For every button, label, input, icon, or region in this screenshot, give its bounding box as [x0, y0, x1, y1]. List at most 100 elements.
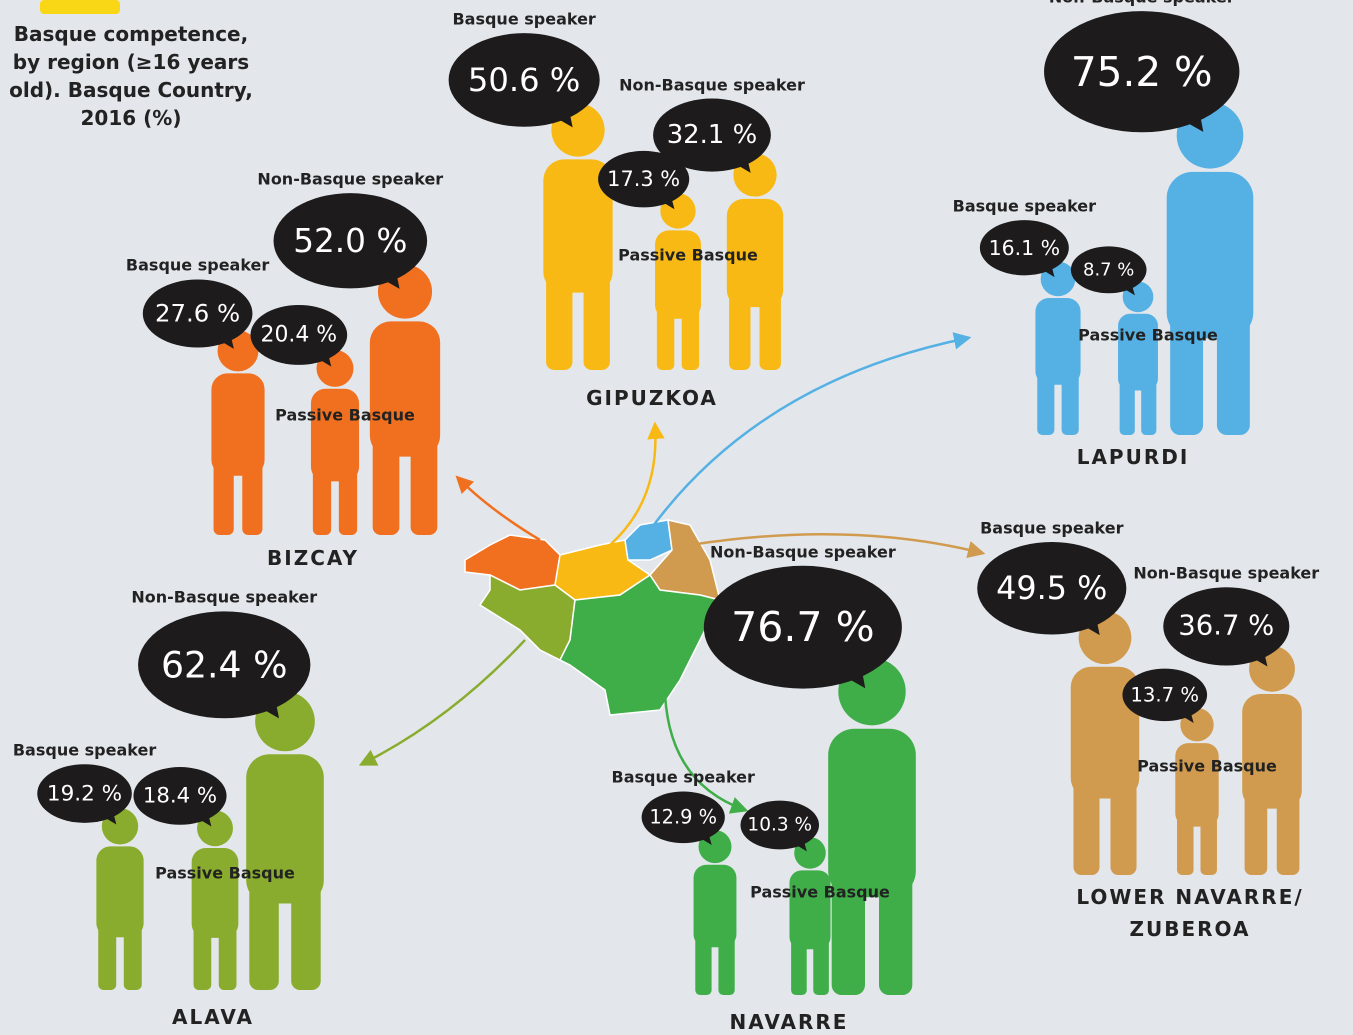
- leg: [1037, 365, 1055, 435]
- value-label: 49.5 %: [996, 569, 1108, 608]
- leg: [759, 283, 781, 370]
- body: [693, 864, 737, 948]
- value-label: 16.1 %: [988, 235, 1061, 260]
- speech-bubble: [142, 279, 253, 348]
- value-label: 10.3 %: [747, 814, 813, 836]
- body: [1118, 313, 1158, 391]
- group-label: Non-Basque speaker: [131, 587, 318, 607]
- leg: [656, 299, 675, 370]
- value-label: 32.1 %: [666, 120, 758, 151]
- person-figure: [543, 103, 613, 370]
- leg: [372, 426, 400, 535]
- value-label: 20.4 %: [260, 322, 338, 348]
- body: [1175, 743, 1219, 827]
- map-lapurdi: [624, 519, 673, 561]
- region-name: GIPUZKOA: [586, 386, 718, 410]
- person-figure: [211, 330, 265, 535]
- speech-bubble: [977, 542, 1127, 635]
- speech-bubble: [1122, 668, 1208, 722]
- speech-bubble: [138, 611, 311, 719]
- body: [789, 870, 831, 950]
- body: [191, 848, 239, 938]
- arrows: [358, 332, 986, 814]
- arrow: [609, 421, 665, 546]
- group-label: Basque speaker: [12, 740, 157, 760]
- value-label: 19.2 %: [46, 781, 123, 806]
- group-label: Non-Basque speaker: [1133, 563, 1320, 583]
- map: [464, 519, 722, 716]
- person-figure: [1166, 101, 1254, 435]
- leg: [1276, 783, 1300, 875]
- value-label: 62.4 %: [160, 643, 288, 687]
- body: [246, 754, 324, 904]
- body: [96, 846, 144, 938]
- group-label: Basque speaker: [952, 196, 1097, 216]
- speech-bubble: [1044, 11, 1240, 133]
- leg: [813, 931, 829, 995]
- title-tab: [40, 0, 120, 14]
- leg: [718, 929, 735, 995]
- leg: [338, 460, 358, 535]
- leg: [879, 860, 913, 995]
- speech-bubble: [250, 304, 348, 365]
- person-figure: [191, 810, 239, 990]
- arrow: [689, 532, 986, 559]
- person-figure: [96, 808, 144, 990]
- speech-bubble: [740, 800, 820, 850]
- value-label: 13.7 %: [1130, 683, 1200, 707]
- leg: [410, 426, 438, 535]
- leg: [1177, 808, 1194, 875]
- value-label: 12.9 %: [649, 805, 718, 829]
- leg: [1170, 301, 1204, 435]
- leg: [1141, 373, 1157, 435]
- speech-bubble: [37, 764, 132, 823]
- leg: [1110, 769, 1137, 875]
- region-name: LAPURDI: [1076, 445, 1190, 469]
- leg: [546, 263, 573, 370]
- leg: [831, 860, 865, 995]
- person-figure: [655, 193, 701, 370]
- group-label: Passive Basque: [275, 405, 415, 425]
- group-label: Passive Basque: [750, 882, 890, 902]
- value-label: 18.4 %: [142, 783, 218, 809]
- person-figure: [1175, 708, 1219, 875]
- arrow: [358, 639, 526, 766]
- body: [369, 321, 441, 457]
- leg: [1073, 769, 1100, 875]
- person-figure: [789, 837, 831, 995]
- leg: [583, 263, 610, 370]
- leg: [249, 870, 279, 990]
- group-label: Passive Basque: [1078, 325, 1218, 345]
- region-name: ALAVA: [172, 1005, 254, 1029]
- title: Basque competence, by region (≥16 years …: [9, 22, 253, 130]
- body: [310, 388, 360, 482]
- leg: [291, 870, 321, 990]
- group-label: Non-Basque speaker: [257, 169, 444, 189]
- leg: [98, 917, 117, 990]
- arrow: [648, 332, 972, 531]
- leg: [1061, 365, 1079, 435]
- group-label: Passive Basque: [618, 245, 758, 265]
- group-label: Non-Basque speaker: [1049, 0, 1235, 7]
- person-figure: [828, 657, 916, 995]
- person-figure: [1070, 611, 1140, 875]
- leg: [218, 918, 237, 990]
- value-label: 75.2 %: [1070, 47, 1213, 96]
- value-label: 36.7 %: [1178, 610, 1275, 642]
- body: [1166, 171, 1254, 339]
- group-label: Passive Basque: [155, 863, 295, 883]
- region-name: NAVARRE: [729, 1010, 849, 1034]
- value-label: 27.6 %: [155, 298, 241, 328]
- group-label: Non-Basque speaker: [709, 542, 896, 562]
- body: [726, 198, 784, 308]
- group-label: Passive Basque: [1137, 756, 1277, 776]
- speech-bubble: [979, 220, 1069, 276]
- speech-bubble: [133, 767, 227, 825]
- arrow: [663, 669, 749, 814]
- body: [655, 230, 701, 319]
- group-label: Basque speaker: [611, 767, 755, 787]
- leg: [1200, 808, 1217, 875]
- speech-bubble: [448, 33, 600, 127]
- value-label: 17.3 %: [607, 167, 681, 192]
- speech-bubble: [653, 98, 771, 172]
